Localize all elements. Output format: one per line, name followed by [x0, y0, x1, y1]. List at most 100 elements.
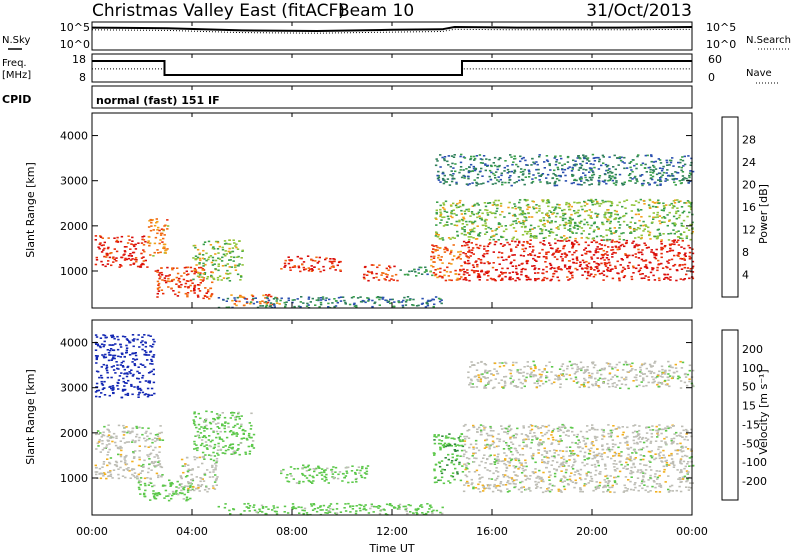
scatter-cell: [484, 427, 486, 429]
scatter-cell: [663, 471, 665, 473]
scatter-cell: [172, 493, 174, 495]
scatter-cell: [376, 267, 378, 269]
scatter-cell: [624, 485, 626, 487]
scatter-cell: [266, 305, 268, 307]
scatter-cell: [194, 411, 196, 413]
scatter-cell: [640, 252, 642, 254]
scatter-cell: [161, 474, 163, 476]
scatter-cell: [145, 431, 147, 433]
scatter-cell: [636, 181, 638, 183]
scatter-cell: [476, 203, 478, 205]
scatter-cell: [649, 466, 651, 468]
scatter-cell: [623, 246, 625, 248]
scatter-cell: [599, 205, 601, 207]
scatter-cell: [144, 496, 146, 498]
scatter-cell: [616, 211, 618, 213]
scatter-cell: [467, 485, 469, 487]
scatter-cell: [518, 445, 520, 447]
scatter-cell: [378, 279, 380, 281]
scatter-cell: [615, 180, 617, 182]
scatter-cell: [459, 200, 461, 202]
scatter-cell: [189, 485, 191, 487]
scatter-cell: [538, 208, 540, 210]
scatter-cell: [555, 161, 557, 163]
scatter-cell: [583, 262, 585, 264]
scatter-cell: [444, 443, 446, 445]
scatter-cell: [539, 242, 541, 244]
scatter-cell: [602, 224, 604, 226]
scatter-cell: [565, 469, 567, 471]
scatter-cell: [302, 465, 304, 467]
scatter-cell: [312, 298, 314, 300]
scatter-cell: [559, 155, 561, 157]
scatter-cell: [584, 459, 586, 461]
scatter-cell: [661, 257, 663, 259]
scatter-cell: [390, 278, 392, 280]
scatter-cell: [256, 301, 258, 303]
scatter-cell: [528, 176, 530, 178]
scatter-cell: [204, 427, 206, 429]
scatter-cell: [658, 220, 660, 222]
scatter-cell: [389, 267, 391, 269]
scatter-cell: [481, 219, 483, 221]
scatter-cell: [367, 280, 369, 282]
scatter-cell: [682, 225, 684, 227]
scatter-cell: [236, 435, 238, 437]
scatter-cell: [608, 262, 610, 264]
scatter-cell: [529, 490, 531, 492]
scatter-cell: [117, 454, 119, 456]
scatter-cell: [203, 458, 205, 460]
scatter-cell: [529, 475, 531, 477]
scatter-cell: [288, 300, 290, 302]
scatter-cell: [522, 212, 524, 214]
scatter-cell: [658, 485, 660, 487]
scatter-cell: [134, 472, 136, 474]
scatter-cell: [658, 446, 660, 448]
scatter-cell: [646, 426, 648, 428]
scatter-cell: [638, 257, 640, 259]
scatter-cell: [649, 207, 651, 209]
scatter-cell: [597, 246, 599, 248]
scatter-cell: [534, 481, 536, 483]
scatter-cell: [605, 481, 607, 483]
scatter-cell: [590, 472, 592, 474]
scatter-cell: [340, 300, 342, 302]
scatter-cell: [680, 432, 682, 434]
scatter-cell: [164, 280, 166, 282]
scatter-cell: [613, 466, 615, 468]
scatter-cell: [564, 264, 566, 266]
scatter-cell: [636, 442, 638, 444]
scatter-cell: [148, 468, 150, 470]
scatter-cell: [216, 476, 218, 478]
scatter-cell: [492, 491, 494, 493]
scatter-cell: [463, 425, 465, 427]
scatter-cell: [447, 480, 449, 482]
scatter-cell: [339, 269, 341, 271]
scatter-cell: [214, 447, 216, 449]
scatter-cell: [349, 304, 351, 306]
scatter-cell: [337, 265, 339, 267]
scatter-cell: [566, 430, 568, 432]
scatter-cell: [593, 223, 595, 225]
scatter-cell: [532, 453, 534, 455]
scatter-cell: [579, 451, 581, 453]
scatter-cell: [498, 239, 500, 241]
scatter-cell: [484, 225, 486, 227]
scatter-cell: [501, 182, 503, 184]
scatter-cell: [194, 292, 196, 294]
scatter-cell: [497, 476, 499, 478]
scatter-cell: [434, 477, 436, 479]
scatter-cell: [591, 428, 593, 430]
scatter-cell: [212, 452, 214, 454]
scatter-cell: [674, 224, 676, 226]
scatter-cell: [661, 209, 663, 211]
scatter-cell: [95, 474, 97, 476]
scatter-cell: [680, 233, 682, 235]
scatter-cell: [166, 267, 168, 269]
scatter-cell: [561, 237, 563, 239]
scatter-cell: [569, 225, 571, 227]
scatter-cell: [617, 426, 619, 428]
scatter-cell: [525, 462, 527, 464]
scatter-cell: [163, 485, 165, 487]
scatter-cell: [472, 247, 474, 249]
